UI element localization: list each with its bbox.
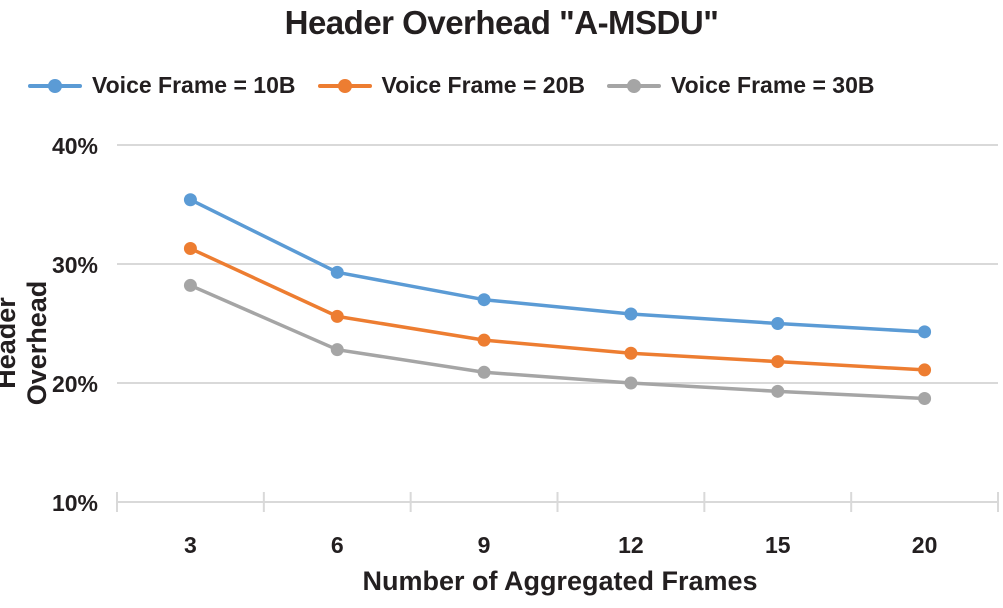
legend-label: Voice Frame = 20B <box>381 72 586 98</box>
data-point-marker-icon <box>330 343 344 357</box>
data-point-marker-icon <box>771 384 785 398</box>
series-line-0 <box>189 198 925 334</box>
x-tick-label: 3 <box>184 532 197 558</box>
data-point-marker-icon <box>183 193 197 207</box>
data-point-marker-icon <box>624 346 638 360</box>
y-tick-label: 30% <box>52 252 98 278</box>
data-point-marker-icon <box>624 307 638 321</box>
data-point-marker-icon <box>918 391 932 405</box>
y-tick-label: 10% <box>52 490 98 516</box>
data-point-marker-icon <box>183 278 197 292</box>
legend-label: Voice Frame = 10B <box>92 72 296 98</box>
legend-item-series-1: Voice Frame = 20B <box>317 72 586 99</box>
data-point-marker-icon <box>918 325 932 339</box>
series-line-2 <box>189 283 925 401</box>
x-axis-label: Number of Aggregated Frames <box>362 566 758 596</box>
data-point-marker-icon <box>183 242 197 256</box>
x-tick-label: 12 <box>618 532 644 558</box>
data-point-marker-icon <box>918 363 932 377</box>
data-point-marker-icon <box>477 333 491 347</box>
data-point-marker-icon <box>624 376 638 390</box>
series-line-1 <box>189 246 925 372</box>
legend-item-series-2: Voice Frame = 30B <box>607 72 875 99</box>
legend-item-series-0: Voice Frame = 10B <box>28 72 296 99</box>
y-axis-label: Header Overhead <box>0 280 52 406</box>
legend-marker-icon <box>607 77 661 95</box>
data-point-marker-icon <box>330 309 344 323</box>
data-point-marker-icon <box>771 355 785 369</box>
y-tick-label: 40% <box>52 133 98 159</box>
x-tick-label: 6 <box>331 532 344 558</box>
legend: Voice Frame = 10B Voice Frame = 20B Voic… <box>28 72 875 99</box>
data-point-marker-icon <box>330 265 344 279</box>
y-tick-label: 20% <box>52 371 98 397</box>
x-tick-label: 20 <box>912 532 938 558</box>
chart-title: Header Overhead "A-MSDU" <box>284 4 719 41</box>
data-point-marker-icon <box>477 293 491 307</box>
x-tick-label: 15 <box>765 532 791 558</box>
legend-marker-icon <box>317 77 372 95</box>
data-point-marker-icon <box>771 317 785 330</box>
legend-label: Voice Frame = 30B <box>671 72 875 98</box>
x-tick-label: 9 <box>478 532 491 558</box>
data-point-marker-icon <box>477 365 491 379</box>
legend-marker-icon <box>28 77 82 95</box>
